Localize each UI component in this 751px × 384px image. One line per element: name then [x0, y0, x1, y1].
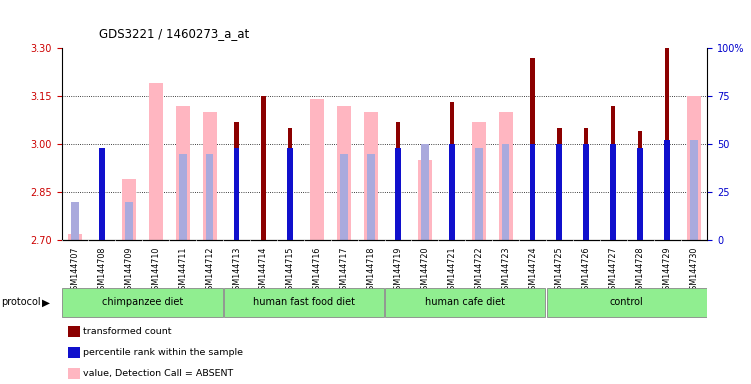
Bar [637, 148, 643, 240]
Bar [234, 148, 240, 240]
Text: human cafe diet: human cafe diet [425, 297, 505, 308]
Bar [418, 160, 432, 240]
Bar [499, 112, 513, 240]
Bar [206, 154, 213, 240]
Bar [367, 154, 375, 240]
Text: control: control [610, 297, 644, 308]
Bar [337, 106, 351, 240]
Bar [122, 179, 136, 240]
Bar [530, 58, 535, 240]
Bar [149, 83, 163, 240]
Text: chimpanzee diet: chimpanzee diet [101, 297, 183, 308]
Text: percentile rank within the sample: percentile rank within the sample [83, 348, 243, 357]
Bar [234, 122, 239, 240]
Bar [310, 99, 324, 240]
Text: ▶: ▶ [42, 297, 50, 308]
Text: protocol: protocol [1, 297, 41, 308]
Bar [99, 148, 105, 240]
Bar [611, 106, 615, 240]
Bar [475, 148, 483, 240]
FancyBboxPatch shape [62, 288, 222, 317]
Bar [176, 106, 190, 240]
Bar [665, 48, 669, 240]
Bar [395, 148, 401, 240]
Bar [450, 103, 454, 240]
Bar [638, 131, 642, 240]
FancyBboxPatch shape [224, 288, 384, 317]
Bar [449, 144, 455, 240]
Bar [687, 96, 701, 240]
FancyBboxPatch shape [385, 288, 545, 317]
Bar [396, 122, 400, 240]
Text: transformed count: transformed count [83, 327, 171, 336]
Bar [261, 96, 266, 240]
Bar [472, 122, 486, 240]
FancyBboxPatch shape [547, 288, 707, 317]
Bar [557, 128, 562, 240]
Bar [288, 148, 294, 240]
Bar [203, 112, 216, 240]
Bar [100, 166, 104, 240]
Bar [664, 140, 670, 240]
Text: value, Detection Call = ABSENT: value, Detection Call = ABSENT [83, 369, 233, 378]
Bar [179, 154, 186, 240]
Bar [421, 144, 429, 240]
Bar [584, 144, 590, 240]
Bar [364, 112, 378, 240]
Bar [340, 154, 348, 240]
Bar [529, 144, 535, 240]
Text: human fast food diet: human fast food diet [253, 297, 354, 308]
Bar [502, 144, 509, 240]
Bar [584, 128, 589, 240]
Bar [690, 140, 698, 240]
Bar [288, 128, 292, 240]
Bar [71, 202, 79, 240]
Bar [125, 202, 133, 240]
Bar [556, 144, 562, 240]
Bar [611, 144, 617, 240]
Text: GDS3221 / 1460273_a_at: GDS3221 / 1460273_a_at [99, 27, 249, 40]
Bar [68, 233, 82, 240]
